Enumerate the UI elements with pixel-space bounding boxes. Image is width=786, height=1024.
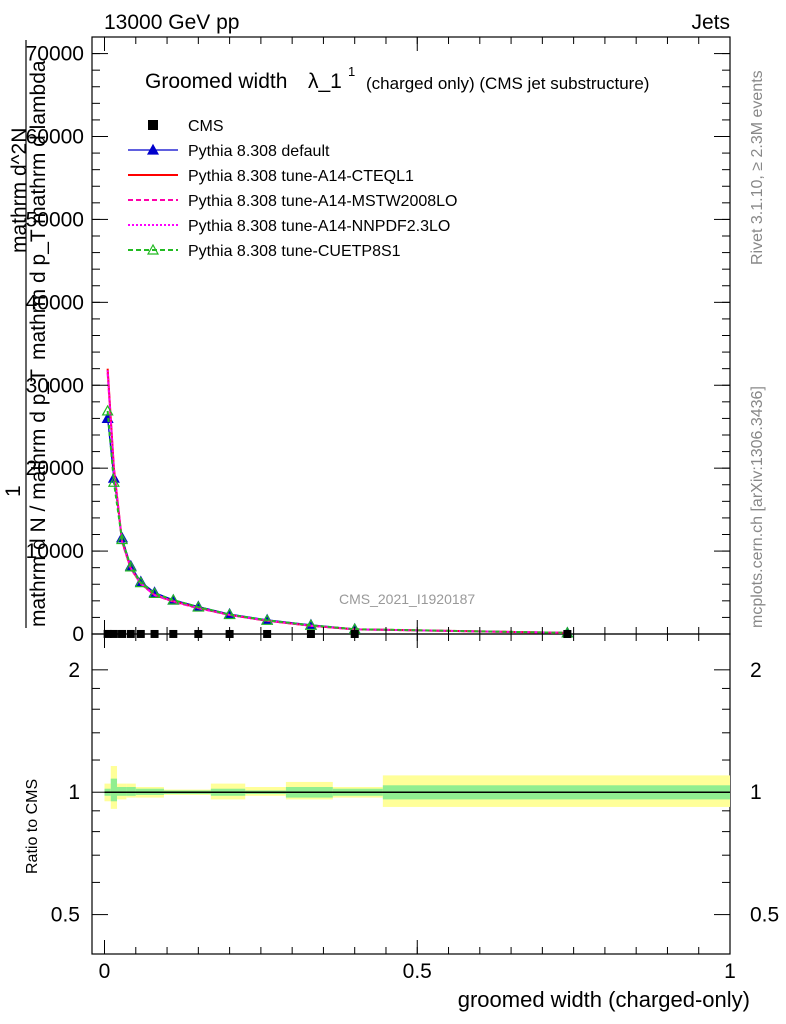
y-tick-label: 50000: [26, 208, 84, 231]
series-5-point-0: [101, 404, 114, 416]
legend-entry-5: Pythia 8.308 tune-CUETP8S1: [128, 243, 401, 260]
legend-marker-square: [148, 120, 158, 130]
legend-label: Pythia 8.308 default: [188, 143, 330, 160]
legend: CMS Pythia 8.308 default Pythia 8.308 tune…: [128, 118, 457, 260]
y-label-numerator: mathrm d^2N: [8, 128, 31, 253]
legend-entry-1: Pythia 8.308 default: [128, 143, 330, 160]
series-5-point-2: [116, 533, 129, 545]
ratio-inner-band-1: [110, 778, 118, 802]
legend-label: CMS: [188, 118, 224, 135]
ratio-y-tick-label-right: 0.5: [750, 904, 779, 927]
cms-point-1: [109, 629, 118, 638]
ratio-inner-band-3: [126, 786, 136, 796]
ratio-y-tick-label-right: 1: [750, 781, 762, 804]
plot-title: Groomed width λ_1 1 (charged only) (CMS …: [145, 64, 649, 93]
side-text-rivet: Rivet 3.1.10, ≥ 2.3M events: [749, 70, 766, 265]
y-label-numerator-2: mathrm d p_T mathrm d lambda: [27, 60, 50, 360]
title-suffix: (charged only) (CMS jet substructure): [366, 74, 649, 93]
series-line-3: [106, 372, 568, 634]
series-line-4: [106, 370, 568, 634]
series-5-point-5: [148, 587, 161, 598]
legend-label: Pythia 8.308 tune-A14-NNPDF2.3LO: [188, 218, 450, 235]
header-left: 13000 GeV pp: [104, 11, 239, 34]
series-line-2: [106, 368, 568, 634]
header-right: Jets: [691, 11, 730, 34]
axes: 0 0.5 1 0 10000 20000 30000 40000 50000 60000 7000…: [26, 36, 779, 983]
y-tick-label: 30000: [26, 374, 84, 397]
x-tick-label: 1: [724, 960, 736, 983]
series-5-point-4: [134, 576, 147, 588]
title-main: Groomed width: [145, 70, 287, 93]
main-panel: [101, 368, 574, 638]
legend-label: Pythia 8.308 tune-CUETP8S1: [188, 243, 401, 260]
cms-point-2: [118, 629, 127, 638]
ratio-y-tick-label-left: 2: [68, 659, 80, 682]
ratio-inner-band-2: [117, 786, 127, 796]
x-tick-label: 0: [99, 960, 111, 983]
legend-marker-triangle: [146, 243, 160, 255]
y-tick-label: 70000: [26, 43, 84, 66]
cms-point-3: [126, 629, 135, 638]
legend-entry-4: Pythia 8.308 tune-A14-NNPDF2.3LO: [128, 218, 450, 235]
cms-point-6: [169, 629, 178, 638]
y-axis-label-main: mathrm d^2N mathrm d p_T mathrm d lambda…: [2, 40, 50, 628]
ratio-y-tick-label-left: 1: [68, 781, 80, 804]
series-5-point-3: [124, 560, 137, 572]
cms-point-10: [306, 629, 315, 638]
y-tick-label: 20000: [26, 457, 84, 480]
series-5-point-1: [107, 476, 120, 487]
cms-point-5: [150, 629, 159, 638]
series-5-point-6: [167, 593, 180, 605]
watermark: CMS_2021_I1920187: [339, 591, 475, 607]
cms-point-9: [263, 629, 272, 638]
legend-label: Pythia 8.308 tune-A14-CTEQL1: [188, 168, 414, 185]
y-tick-label: 60000: [26, 126, 84, 149]
legend-entry-2: Pythia 8.308 tune-A14-CTEQL1: [128, 168, 414, 185]
side-text-mcplots: mcplots.cern.ch [arXiv:1306.3436]: [749, 386, 766, 628]
y-tick-label: 40000: [26, 291, 84, 314]
legend-label: Pythia 8.308 tune-A14-MSTW2008LO: [188, 193, 457, 210]
cms-point-4: [136, 629, 145, 638]
series-5-point-7: [192, 600, 205, 612]
x-axis-label: groomed width (charged-only): [458, 987, 750, 1012]
y-tick-label: 10000: [26, 540, 84, 563]
series-line-5: [106, 410, 568, 634]
series-5-point-10: [304, 619, 317, 630]
ratio-y-tick-label-left: 0.5: [51, 904, 80, 927]
legend-entry-0: CMS: [148, 118, 224, 135]
series-5-point-8: [223, 608, 236, 620]
y-axis-label-ratio: Ratio to CMS: [24, 779, 41, 874]
legend-entry-3: Pythia 8.308 tune-A14-MSTW2008LO: [128, 193, 457, 210]
title-sup: 1: [348, 64, 355, 79]
title-lambda: λ_1: [308, 70, 342, 93]
cms-point-12: [563, 629, 572, 638]
y-label-one: 1: [2, 485, 25, 497]
x-tick-label: 0.5: [403, 960, 432, 983]
y-label-denominator: mathrm d N / mathrm d p_T: [27, 369, 50, 627]
y-tick-label: 0: [72, 623, 84, 646]
ratio-y-tick-label-right: 2: [750, 659, 762, 682]
legend-marker-triangle: [146, 143, 160, 155]
series-5-point-9: [261, 614, 274, 625]
ratio-panel: [104, 766, 730, 809]
